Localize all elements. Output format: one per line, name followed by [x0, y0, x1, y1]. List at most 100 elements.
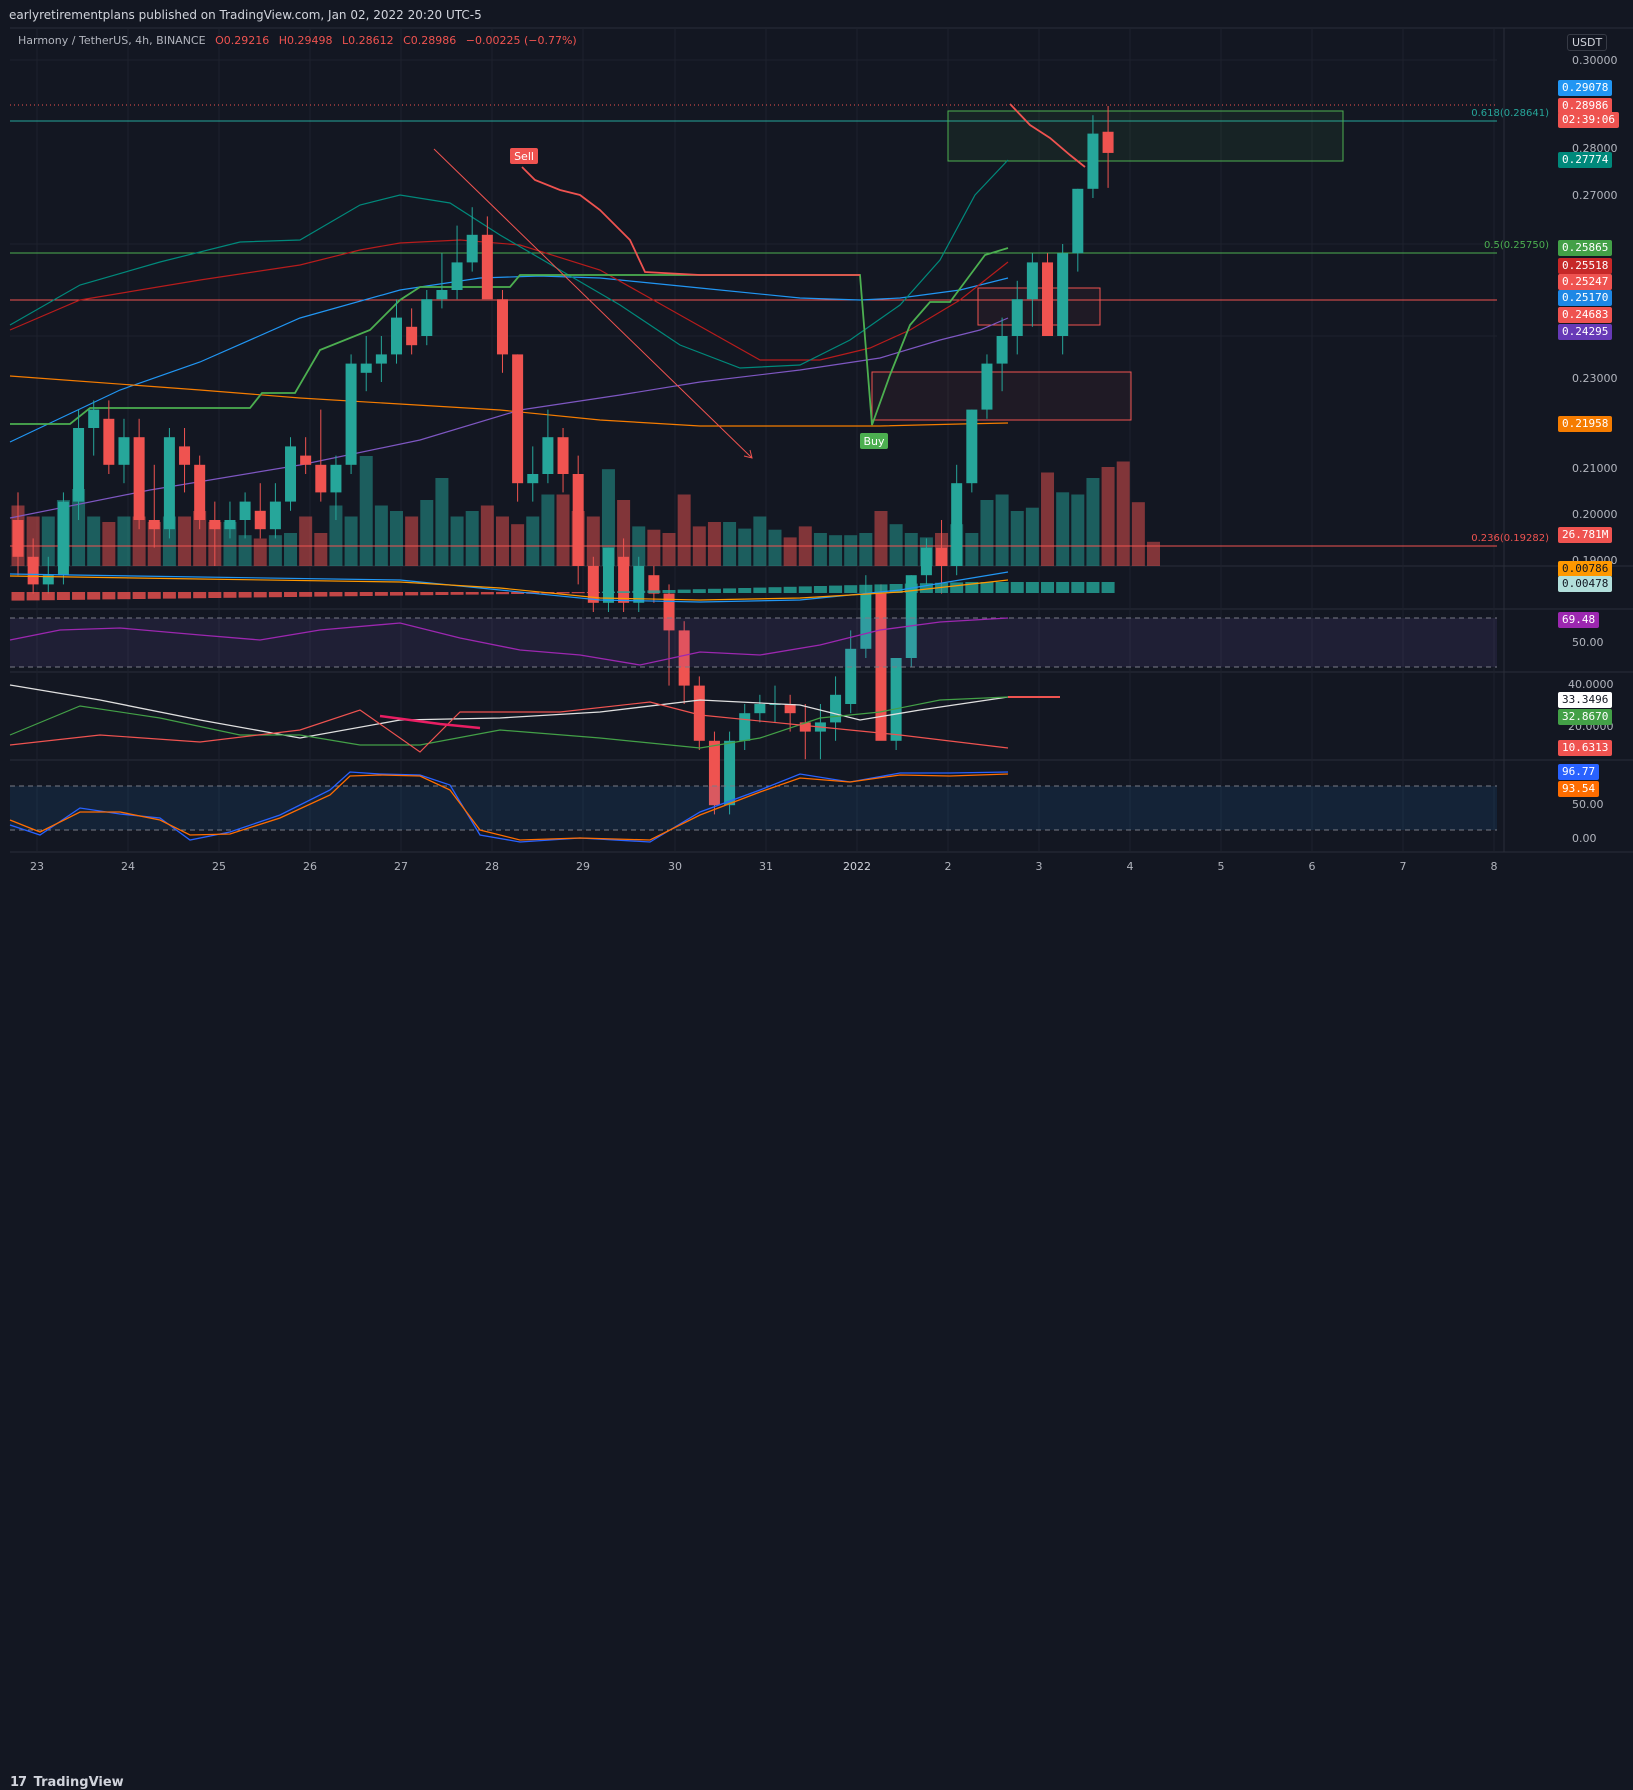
candle-body [724, 740, 736, 806]
sell-signal-label: Sell [514, 150, 534, 163]
candle-body [1087, 133, 1099, 189]
candle-body [1057, 253, 1069, 336]
resistance-zone [977, 287, 1101, 326]
macd-histogram-bar [662, 590, 676, 593]
macd-histogram-bar [995, 582, 1009, 593]
volume-bar [1131, 502, 1145, 566]
fib-label: 0.5(0.25750) [1484, 240, 1549, 251]
macd-histogram-bar [1010, 582, 1024, 593]
macd-histogram-bar [1086, 582, 1100, 593]
macd-histogram-bar [117, 592, 131, 600]
candle-body [663, 593, 675, 631]
dmi-axis-label: 40.0000 [1568, 678, 1614, 691]
candle-body [1042, 262, 1054, 336]
time-axis-label: 23 [30, 860, 44, 873]
macd-histogram-bar [390, 592, 403, 596]
symbol-name[interactable]: Harmony / TetherUS, 4h, BINANCE [18, 34, 206, 47]
candle-body [587, 566, 599, 603]
chart-canvas[interactable]: 0.30000 0.28000 0.27000 0.23000 0.21000 0.200… [0, 0, 1633, 914]
candle-body [194, 464, 206, 520]
candle-body [799, 722, 811, 732]
projection-red-line [1009, 103, 1086, 168]
macd-histogram-bar [919, 583, 933, 593]
candle-body [527, 474, 539, 484]
ma-orange-line [9, 375, 1009, 427]
candle-body [1011, 299, 1023, 336]
time-axis-label: 4 [1127, 860, 1134, 873]
macd-histogram-bar [783, 586, 797, 593]
candle-body [73, 428, 85, 502]
candle-body [769, 704, 781, 705]
volume-bar [995, 494, 1009, 566]
macd-histogram-bar [329, 592, 343, 597]
rsi-band [10, 618, 1497, 667]
candle-body [315, 464, 327, 493]
macd-histogram-bar [586, 592, 600, 593]
tradingview-logo[interactable]: 17 TradingView [10, 1775, 124, 1790]
macd-histogram-bar [980, 582, 994, 593]
candle-body [269, 501, 281, 530]
macd-histogram-bar [692, 589, 706, 593]
macd-histogram-bar [208, 592, 222, 598]
volume-bar [314, 533, 328, 566]
volume-bar [738, 528, 752, 566]
macd-histogram-bar [813, 586, 827, 593]
time-axis-label: 27 [394, 860, 408, 873]
macd-histogram-bar [859, 584, 873, 593]
macd-histogram-bar [844, 585, 858, 593]
candle-body [602, 547, 614, 603]
volume-bar [813, 533, 827, 566]
volume-bar [707, 522, 721, 566]
macd-histogram-bar [223, 592, 237, 598]
macd-histogram-bar [56, 592, 70, 600]
time-axis-label: 2022 [843, 860, 871, 873]
candle-body [254, 510, 266, 530]
stoch-axis-label: 50.00 [1572, 798, 1604, 811]
volume-bar [420, 500, 434, 566]
candle-body [42, 575, 54, 585]
macd-histogram-bar [495, 592, 509, 595]
price-badge: 0.27774 [1558, 152, 1613, 168]
macd-histogram-bar [162, 592, 176, 599]
macd-histogram-bar [147, 592, 161, 599]
macd-histogram-bar [284, 592, 298, 597]
time-axis-label: 8 [1491, 860, 1498, 873]
macd-histogram-bar [420, 592, 434, 596]
volume-bar [268, 535, 282, 566]
volume-bar [753, 516, 767, 566]
di-minus-line [9, 701, 1009, 753]
volume-bar [1071, 494, 1085, 566]
macd-histogram-bar [647, 590, 661, 593]
macd-histogram-bar [889, 584, 903, 593]
volume-bar [1056, 492, 1070, 566]
candle-body [481, 234, 493, 300]
volume-bar [193, 511, 207, 566]
candle-body [678, 630, 690, 686]
stoch-k-line [9, 771, 1009, 843]
candle-body [1072, 188, 1084, 254]
candle-body [300, 455, 312, 465]
candle-body [905, 575, 917, 658]
volume-bar [1101, 467, 1115, 566]
price-badge: 26.781M [1558, 527, 1613, 543]
currency-selector[interactable]: USDT [1567, 34, 1608, 51]
candle-body [179, 446, 191, 465]
macd-histogram-bar [314, 592, 328, 597]
candle-body [890, 658, 902, 741]
di-plus-line [9, 696, 1009, 749]
time-axis-label: 3 [1036, 860, 1043, 873]
macd-histogram-bar [571, 592, 585, 594]
candle-body [451, 262, 463, 290]
volume-bar [768, 529, 782, 566]
candle-body [133, 437, 145, 520]
macd-histogram-bar [41, 592, 55, 601]
volume-bar [662, 533, 676, 566]
candle-body [512, 354, 524, 484]
volume-bar [450, 516, 464, 566]
macd-histogram-bar [11, 592, 25, 601]
volume-bar [284, 533, 298, 566]
candle-body [148, 520, 160, 530]
candle-body [830, 694, 842, 723]
volume-bar [541, 494, 555, 566]
time-axis-label: 5 [1218, 860, 1225, 873]
